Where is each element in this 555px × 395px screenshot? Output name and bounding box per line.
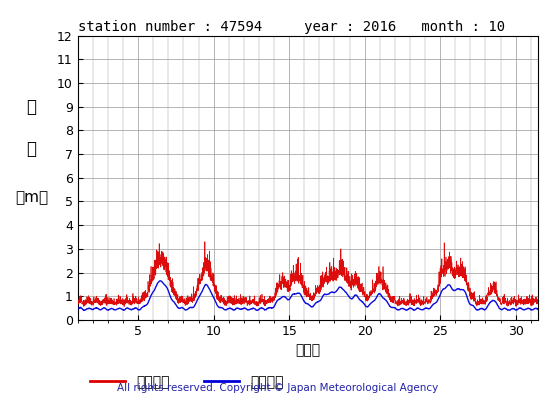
Legend: 最大波高, 有䧟波高: 最大波高, 有䧟波高 <box>85 370 289 395</box>
Text: 波: 波 <box>27 98 37 116</box>
X-axis label: （日）: （日） <box>295 343 321 357</box>
Text: 高: 高 <box>27 140 37 158</box>
Text: （m）: （m） <box>15 190 48 205</box>
Text: All rights reserved. Copyright © Japan Meteorological Agency: All rights reserved. Copyright © Japan M… <box>117 383 438 393</box>
Text: station number : 47594     year : 2016   month : 10: station number : 47594 year : 2016 month… <box>78 21 505 34</box>
